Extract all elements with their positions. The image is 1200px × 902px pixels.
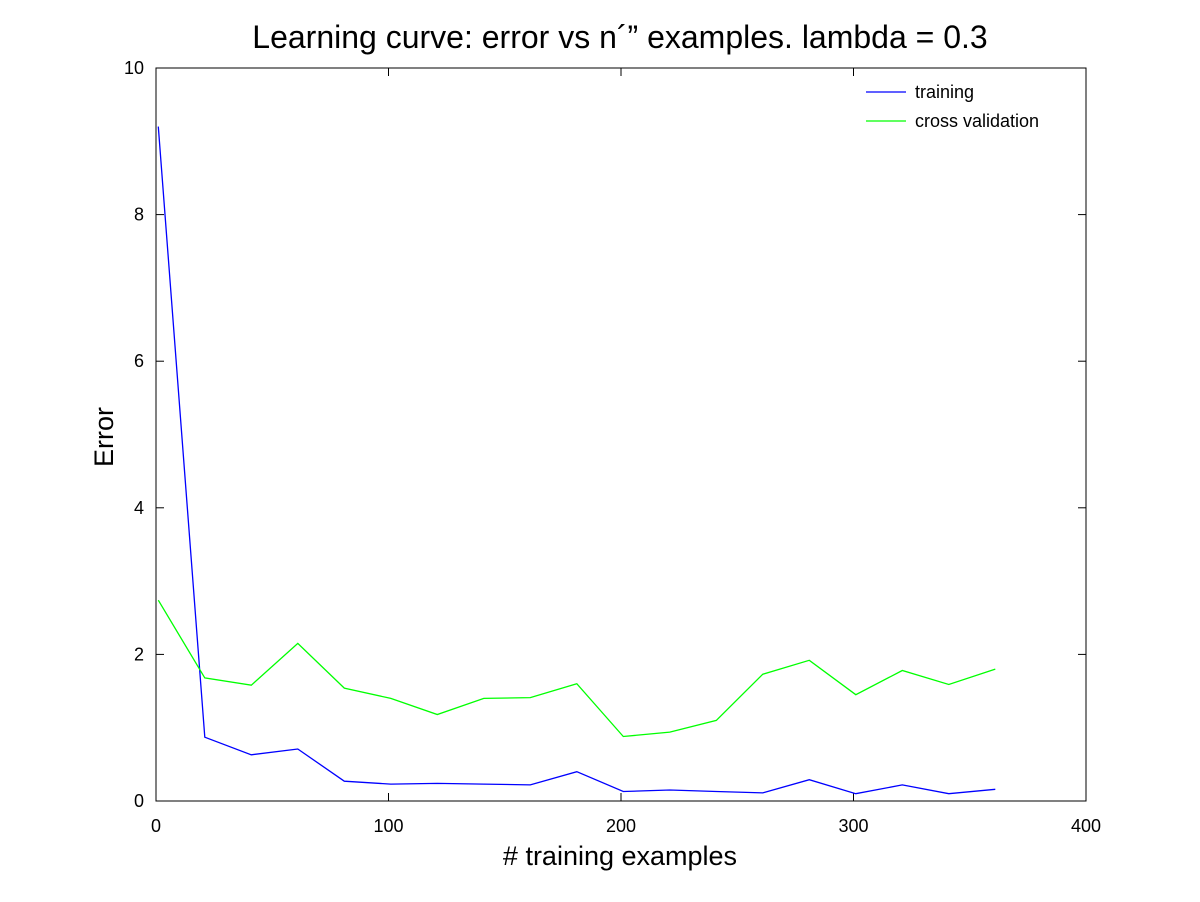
x-tick-label: 100	[373, 816, 403, 836]
y-tick-label: 6	[134, 351, 144, 371]
series-line-cross-validation	[157, 599, 996, 738]
legend-label: cross validation	[915, 111, 1039, 131]
chart-title: Learning curve: error vs n´” examples. l…	[252, 19, 987, 55]
series-line-training	[157, 126, 996, 795]
y-tick-label: 4	[134, 498, 144, 518]
x-axis: 0 100 200 300 400	[151, 68, 1101, 836]
y-tick-label: 2	[134, 644, 144, 664]
y-axis: 0 2 4 6 8 10	[124, 58, 1086, 811]
y-axis-label: Error	[89, 407, 119, 467]
plot-area-frame	[155, 67, 1087, 802]
y-tick-label: 10	[124, 58, 144, 78]
x-tick-label: 300	[838, 816, 868, 836]
legend-label: training	[915, 82, 974, 102]
x-tick-label: 400	[1071, 816, 1101, 836]
y-tick-label: 8	[134, 205, 144, 225]
series-lines	[157, 126, 996, 795]
legend: training cross validation	[866, 82, 1039, 131]
x-tick-label: 0	[151, 816, 161, 836]
y-tick-label: 0	[134, 791, 144, 811]
x-axis-label: # training examples	[503, 841, 737, 871]
x-tick-label: 200	[606, 816, 636, 836]
